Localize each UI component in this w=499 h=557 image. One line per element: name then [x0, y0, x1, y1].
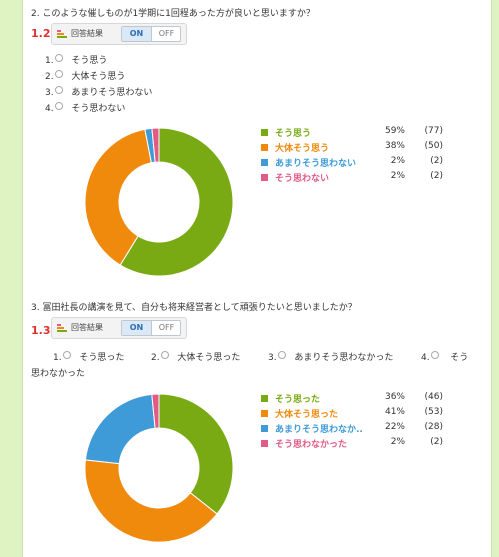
- radio-button[interactable]: [54, 102, 63, 110]
- legend-swatch: [261, 159, 268, 166]
- option-item[interactable]: 1. そう思った: [53, 351, 125, 363]
- question-3-number: 1.3: [31, 324, 51, 337]
- question-3-toolbar: 回答結果 ON OFF: [51, 317, 187, 339]
- radio-button[interactable]: [277, 351, 286, 359]
- radio-button[interactable]: [54, 70, 63, 78]
- question-2-toolbar: 回答結果 ON OFF: [51, 23, 187, 45]
- donut-slice-2: [84, 128, 152, 266]
- donut-chart-q3: [84, 393, 234, 543]
- donut-chart-q2: [84, 127, 234, 277]
- donut-slice-4: [151, 393, 160, 429]
- option-item[interactable]: 3. あまりそう思わない: [45, 86, 153, 98]
- option-item[interactable]: 1. そう思う: [45, 54, 108, 66]
- option-item[interactable]: 4. そう: [421, 351, 469, 363]
- toggle-on-button[interactable]: ON: [122, 321, 151, 335]
- bar-chart-icon: [57, 324, 67, 332]
- option-item[interactable]: 4. そう思わない: [45, 102, 126, 114]
- option-item[interactable]: 2. 大体そう思う: [45, 70, 126, 82]
- legend-q3: そう思った 36% (46) 大体そう思った 41% (53) あまりそう思わな…: [261, 392, 451, 452]
- result-toggle[interactable]: ON OFF: [121, 26, 181, 42]
- radio-button[interactable]: [54, 86, 63, 94]
- result-toggle[interactable]: ON OFF: [121, 320, 181, 336]
- question-2-number: 1.2: [31, 27, 51, 40]
- legend-swatch: [261, 440, 268, 447]
- donut-slice-2: [84, 459, 218, 543]
- legend-swatch: [261, 410, 268, 417]
- result-label: 回答結果: [71, 29, 103, 38]
- donut-slice-1: [158, 393, 234, 515]
- radio-button[interactable]: [430, 351, 439, 359]
- result-label: 回答結果: [71, 323, 103, 332]
- donut-slice-4: [151, 127, 160, 163]
- option-item[interactable]: 2. 大体そう思った: [151, 351, 241, 363]
- bar-chart-icon: [57, 30, 67, 38]
- radio-button[interactable]: [62, 351, 71, 359]
- toggle-off-button[interactable]: OFF: [151, 321, 180, 335]
- toggle-on-button[interactable]: ON: [122, 27, 151, 41]
- legend-swatch: [261, 144, 268, 151]
- donut-slice-1: [119, 127, 234, 277]
- legend-q2: そう思う 59% (77) 大体そう思う 38% (50) あまりそう思わない …: [261, 126, 451, 186]
- toggle-off-button[interactable]: OFF: [151, 27, 180, 41]
- legend-swatch: [261, 395, 268, 402]
- survey-results-panel: 2. このような催しものが1学期に1回程あった方が良いと思いますか？ 1.2 回…: [22, 0, 492, 557]
- legend-swatch: [261, 425, 268, 432]
- legend-swatch: [261, 129, 268, 136]
- question-2-title: 2. このような催しものが1学期に1回程あった方が良いと思いますか？: [31, 9, 315, 19]
- radio-button[interactable]: [54, 54, 63, 62]
- question-3-title: 3. 冨田社長の講演を見て、自分も将来経営者として頑張りたいと思いましたか？: [31, 303, 357, 313]
- donut-slice-3: [84, 393, 156, 465]
- legend-swatch: [261, 174, 268, 181]
- option-item[interactable]: 3. あまりそう思わなかった: [268, 351, 394, 363]
- radio-button[interactable]: [160, 351, 169, 359]
- option-wrap-text: 思わなかった: [31, 369, 86, 379]
